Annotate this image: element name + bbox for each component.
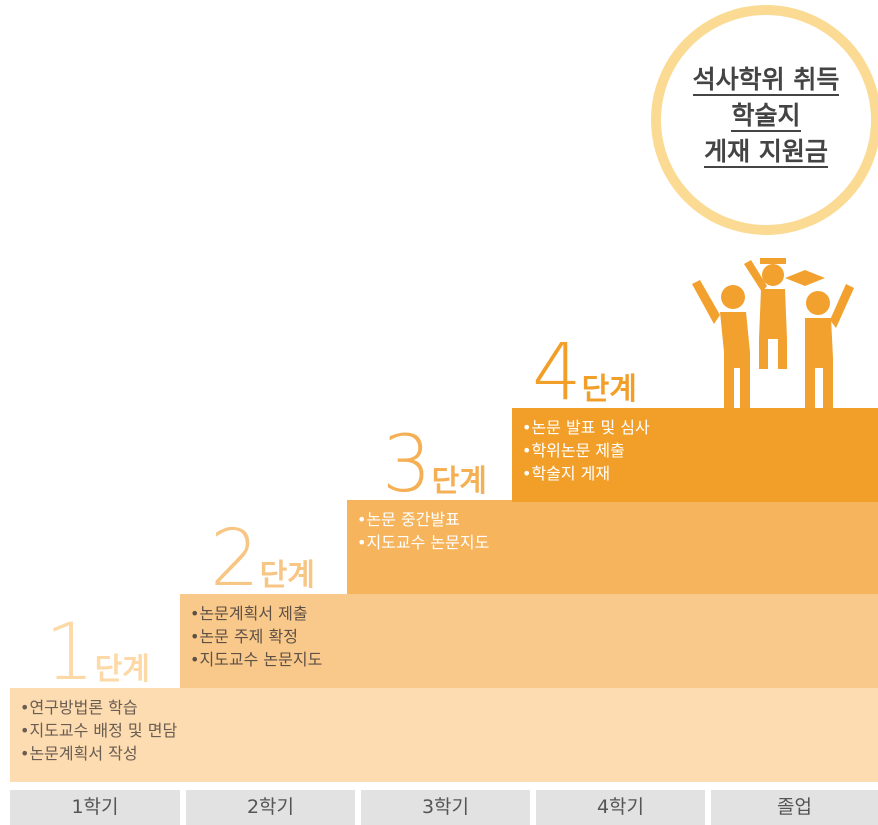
step-label: 단계: [95, 652, 150, 687]
goal-line: 게재 지원금: [704, 137, 828, 168]
goal-line: 학술지: [731, 101, 800, 132]
step-item: •지도교수 논문지도: [190, 648, 868, 671]
step-item: •논문 중간발표: [357, 508, 868, 531]
step-item: •학위논문 제출: [522, 439, 868, 462]
step-item: •논문계획서 작성: [20, 742, 868, 765]
step-number: 4: [532, 328, 582, 418]
semester-cell: 졸업: [711, 790, 878, 825]
step-heading: 2단계: [210, 520, 315, 598]
semester-cell: 2학기: [186, 790, 355, 825]
step-item: •학술지 게재: [522, 462, 868, 485]
step-number: 3: [382, 420, 432, 510]
semester-cell: 4학기: [536, 790, 705, 825]
diagram: 석사학위 취득 학술지 게재 지원금 •연구방법론 학습•지도교수 배정 및 면…: [0, 0, 878, 825]
step-label: 단계: [582, 372, 637, 407]
goal-text: 석사학위 취득 학술지 게재 지원금: [660, 62, 872, 170]
step-box: •논문 중간발표•지도교수 논문지도: [347, 500, 878, 594]
step-item: •논문 주제 확정: [190, 625, 868, 648]
goal-line: 석사학위 취득: [693, 65, 840, 96]
semester-cell: 1학기: [10, 790, 180, 825]
step-item: •지도교수 논문지도: [357, 531, 868, 554]
semester-cell: 3학기: [361, 790, 530, 825]
step-box: •논문계획서 제출•논문 주제 확정•지도교수 논문지도: [180, 594, 878, 688]
step-item: •논문계획서 제출: [190, 602, 868, 625]
step-item: •지도교수 배정 및 면담: [20, 719, 868, 742]
step-box: •논문 발표 및 심사•학위논문 제출•학술지 게재: [512, 408, 878, 502]
step-heading: 4단계: [532, 334, 637, 412]
step-item: •논문 발표 및 심사: [522, 416, 868, 439]
step-box: •연구방법론 학습•지도교수 배정 및 면담•논문계획서 작성: [10, 688, 878, 782]
step-heading: 1단계: [45, 614, 150, 692]
step-number: 1: [45, 608, 95, 698]
step-item: •연구방법론 학습: [20, 696, 868, 719]
step-heading: 3단계: [382, 426, 487, 504]
step-label: 단계: [432, 464, 487, 499]
step-label: 단계: [260, 558, 315, 593]
graduates-icon: [692, 258, 854, 408]
step-number: 2: [210, 514, 260, 604]
